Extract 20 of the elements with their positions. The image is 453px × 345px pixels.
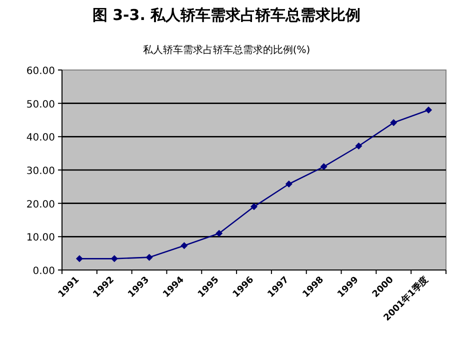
y-tick-label: 40.00 [26,132,55,144]
point [390,119,398,126]
point [320,163,328,170]
point [425,106,432,114]
chart-title: 图 3-3. 私人轿车需求占轿车总需求比例 [92,6,361,24]
y-tick-label: 30.00 [26,166,55,177]
y-tick-label: 0.00 [32,266,55,277]
y-tick-label: 20.00 [26,199,55,210]
y-tick-label: 10.00 [26,232,55,244]
point [146,254,153,261]
point [285,180,292,188]
chart-subtitle: 私人轿车需求占轿车总需求的比例(%) [142,44,310,56]
point [110,255,118,262]
point [76,255,83,262]
y-tick-label: 60.00 [26,66,55,77]
point [250,203,258,210]
point [355,142,362,150]
y-tick-label: 50.00 [26,99,55,110]
point [216,230,223,237]
point [180,242,188,250]
